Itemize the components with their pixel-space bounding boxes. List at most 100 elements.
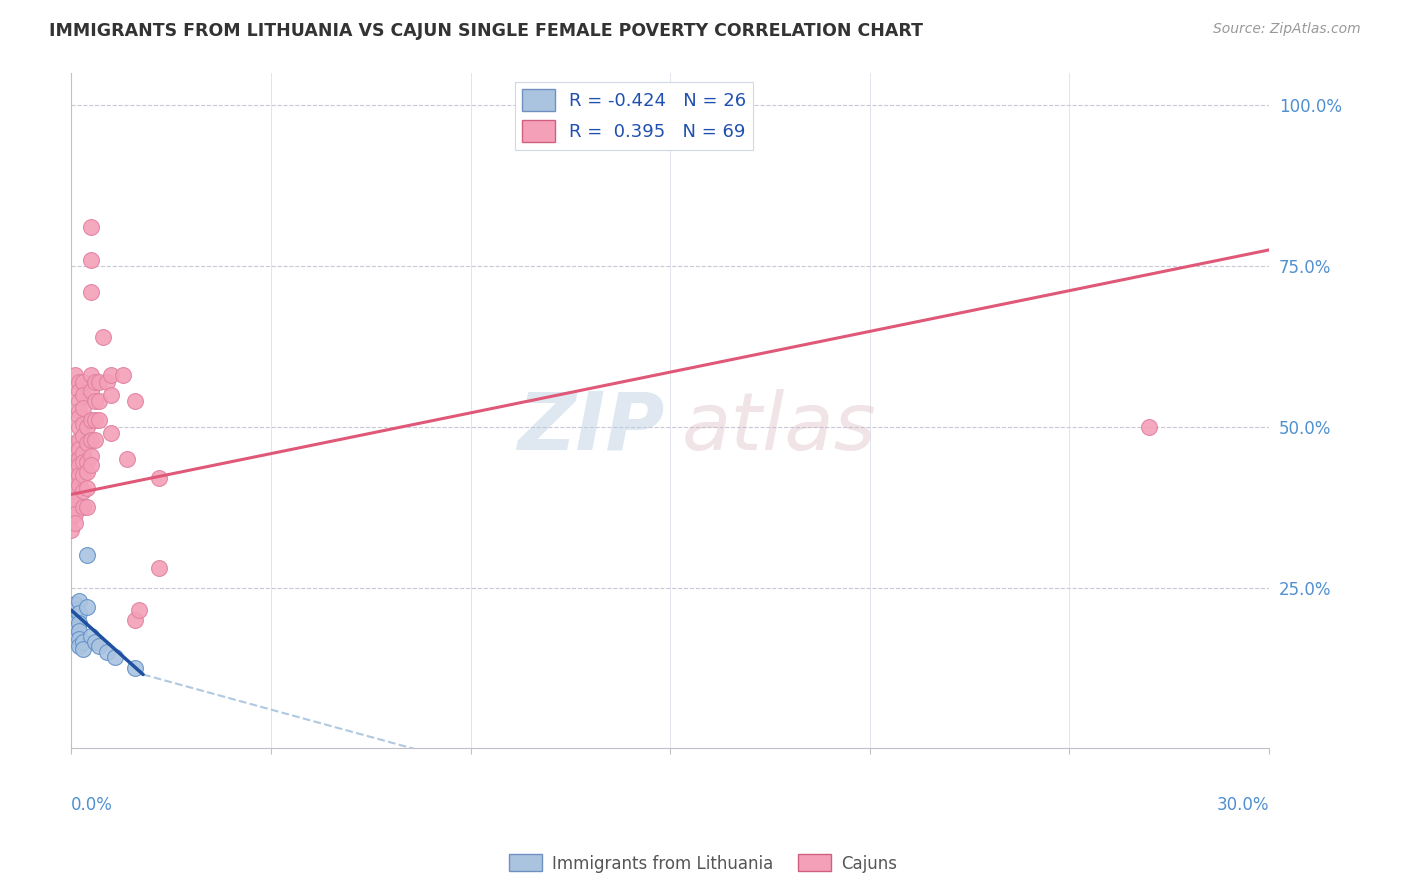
Point (72, 375, 94, 389)
Point (67, 419, 90, 434)
Point (91, 330, 114, 344)
Point (65, 516, 87, 531)
Point (67, 624, 90, 639)
Point (65, 475, 87, 489)
Point (72, 429, 94, 443)
Point (65, 455, 87, 469)
Point (124, 661, 146, 675)
Legend: Immigrants from Lithuania, Cajuns: Immigrants from Lithuania, Cajuns (502, 847, 904, 880)
Point (96, 375, 118, 389)
Point (76, 455, 98, 469)
Text: ZIP: ZIP (517, 389, 664, 467)
Point (72, 468, 94, 483)
Point (89, 394, 111, 409)
Point (65, 445, 87, 459)
Point (65, 507, 87, 521)
Point (67, 410, 90, 425)
Text: 30.0%: 30.0% (1216, 796, 1270, 814)
Point (67, 452, 90, 467)
Point (60, 471, 83, 485)
Point (60, 509, 83, 524)
Point (104, 650, 127, 665)
Point (96, 645, 118, 659)
Point (76, 549, 98, 563)
Point (65, 609, 87, 624)
Text: Source: ZipAtlas.com: Source: ZipAtlas.com (1213, 22, 1361, 37)
Point (60, 491, 83, 505)
Point (65, 603, 87, 617)
Point (115, 452, 138, 467)
Point (67, 394, 90, 409)
Point (67, 384, 90, 399)
Point (84, 433, 107, 447)
Point (65, 484, 87, 499)
Point (128, 603, 150, 617)
Point (67, 593, 90, 607)
Point (84, 375, 107, 389)
Point (148, 561, 170, 575)
Point (76, 436, 98, 450)
Point (72, 484, 94, 499)
Point (65, 493, 87, 508)
Point (89, 375, 111, 389)
Point (67, 639, 90, 653)
Text: 0.0%: 0.0% (72, 796, 112, 814)
Point (124, 394, 146, 409)
Point (76, 599, 98, 614)
Point (80, 220, 103, 235)
Point (67, 477, 90, 491)
Point (80, 252, 103, 267)
Point (67, 607, 90, 621)
Point (100, 426, 122, 441)
Point (84, 394, 107, 409)
Point (112, 368, 135, 383)
Point (65, 633, 87, 648)
Point (76, 500, 98, 515)
Point (65, 623, 87, 637)
Point (89, 413, 111, 427)
Point (72, 455, 94, 469)
Legend: R = -0.424   N = 26, R =  0.395   N = 69: R = -0.424 N = 26, R = 0.395 N = 69 (515, 82, 754, 150)
Point (84, 635, 107, 649)
Point (80, 449, 103, 463)
Point (72, 635, 94, 649)
Point (80, 458, 103, 473)
Point (80, 413, 103, 427)
Point (76, 465, 98, 479)
Point (67, 433, 90, 447)
Point (67, 632, 90, 646)
Point (72, 401, 94, 415)
Point (67, 375, 90, 389)
Point (65, 629, 87, 643)
Point (65, 368, 87, 383)
Point (84, 413, 107, 427)
Point (60, 599, 83, 614)
Point (60, 619, 83, 633)
Point (76, 481, 98, 495)
Point (72, 641, 94, 656)
Point (72, 417, 94, 431)
Point (65, 615, 87, 630)
Point (67, 403, 90, 417)
Point (100, 368, 122, 383)
Point (80, 433, 103, 447)
Point (72, 445, 94, 459)
Text: IMMIGRANTS FROM LITHUANIA VS CAJUN SINGLE FEMALE POVERTY CORRELATION CHART: IMMIGRANTS FROM LITHUANIA VS CAJUN SINGL… (49, 22, 924, 40)
Text: atlas: atlas (682, 389, 877, 467)
Point (89, 639, 111, 653)
Point (65, 436, 87, 450)
Point (1137, 419, 1160, 434)
Point (67, 458, 90, 473)
Point (148, 471, 170, 485)
Point (100, 387, 122, 401)
Point (60, 523, 83, 537)
Point (72, 387, 94, 401)
Point (80, 368, 103, 383)
Point (67, 615, 90, 630)
Point (80, 384, 103, 399)
Point (67, 468, 90, 483)
Point (76, 419, 98, 434)
Point (80, 629, 103, 643)
Point (72, 500, 94, 515)
Point (80, 285, 103, 299)
